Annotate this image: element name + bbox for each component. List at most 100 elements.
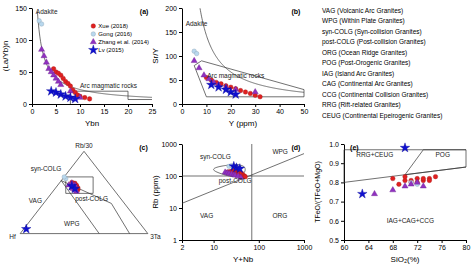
x-tick-label: 68 [389,244,397,251]
plot-area [344,143,466,198]
y-tick-mark [179,240,182,241]
point [39,46,45,51]
point [194,51,199,56]
legend-symbol [89,45,99,54]
point [21,224,31,233]
x-tick-label: 64 [365,244,373,251]
annotation: Arc magmatic rocks [80,82,138,90]
annotation: WPG [272,148,288,155]
x-tick-label: 0 [181,108,185,115]
y-tick-label: 0.8 [329,179,339,186]
y-axis-title: (La/Yb)n [1,41,10,72]
point [421,176,426,181]
y-tick: 50 [19,69,32,76]
annotation: VAG [29,197,42,204]
x-tick-mark [214,240,215,243]
point [201,72,207,77]
series [391,174,438,186]
series [66,180,80,193]
annotation: IAG+CAG+CCG [387,217,434,224]
x-tick: 40 [276,104,284,115]
y-tick: 0 [173,101,182,108]
field-boundary [405,150,466,175]
point [403,174,408,179]
side-legend-text: CAG (Continental Arc Granites) [322,80,413,88]
x-tick-mark [442,240,443,243]
panel: 01020304050050100150200Y (ppm)Sr/YAdakit… [151,5,308,128]
x-axis: 01020304050 [181,104,309,115]
x-tick-mark [417,240,418,243]
legend-symbol [91,24,96,29]
x-tick: 10 [77,104,85,115]
y-tick: 150 [15,5,32,12]
y-tick: 100 [165,53,182,60]
point [414,179,420,184]
x-tick-mark [255,104,256,107]
y-tick-label: 0 [173,101,177,108]
x-tick-mark [56,104,57,107]
side-legend-text: POG (Post-Orogenic Granites) [322,59,411,67]
y-tick-mark [341,202,344,203]
point [243,90,248,95]
y-tick: 1000 [161,141,182,148]
series [21,181,79,233]
x-tick-mark [104,104,105,107]
y-tick-label: 0 [23,101,27,108]
panel-title: (c) [139,144,148,152]
field-boundary [194,61,304,97]
x-tick: 64 [365,240,373,251]
y-tick-mark [341,221,344,222]
y-tick: 100 [165,173,182,180]
annotation: POG [436,151,450,158]
y-tick-mark [341,240,344,241]
x-tick-mark [152,104,153,107]
point [70,94,80,103]
annotation: VAG [200,212,213,219]
series [62,175,68,181]
side-legend: VAG (Volcanic Arc Granites)WPG (Within P… [322,7,442,120]
side-legend-text: post-COLG (Post-collision Granites) [322,38,426,46]
point [39,22,44,27]
y-tick: 0.7 [329,198,344,205]
annotations: AdakiteArc magmatic rocks(a) [36,8,149,90]
field-boundary [111,203,129,233]
y-tick-mark [29,72,32,73]
x-tick: 2 [181,240,185,251]
x-tick: 50 [301,104,309,115]
y-tick-label: 1000 [161,141,177,148]
point [420,183,426,188]
point [83,95,88,100]
panel-title: (b) [291,8,300,16]
y-tick-label: 0.5 [329,237,339,244]
y-tick-mark [341,182,344,183]
x-tick: 0 [31,104,35,115]
y-tick-mark [179,104,182,105]
point [391,176,396,181]
x-tick-mark [231,104,232,107]
point [41,52,47,57]
y-tick-label: 150 [15,5,27,12]
point [43,59,49,64]
point [433,174,438,179]
side-legend-text: CCG (Continental Collision Granites) [322,91,428,99]
annotation: Hf [9,233,16,240]
x-tick-label: 100 [253,244,265,251]
x-tick-label: 20 [125,108,133,115]
plot-area [191,8,304,99]
x-tick: 20 [227,104,235,115]
field-boundary [61,181,111,204]
point [400,143,410,152]
series [46,86,79,103]
legend: Xue (2018)Gong (2016)Zhang et al. (2014)… [89,23,149,54]
x-tick-mark [206,104,207,107]
y-tick: 0.5 [329,237,344,244]
y-tick-label: 100 [165,173,177,180]
x-axis: 0510152025 [31,104,157,115]
annotation: Adakite [186,20,208,27]
x-tick: 10 [203,104,211,115]
x-tick: 60 [341,240,349,251]
y-tick: 100 [15,37,32,44]
side-legend-text: ORG (Ocean Ridge Granites) [322,49,407,57]
y-tick-label: 50 [169,77,177,84]
panel-title: (e) [350,144,359,152]
